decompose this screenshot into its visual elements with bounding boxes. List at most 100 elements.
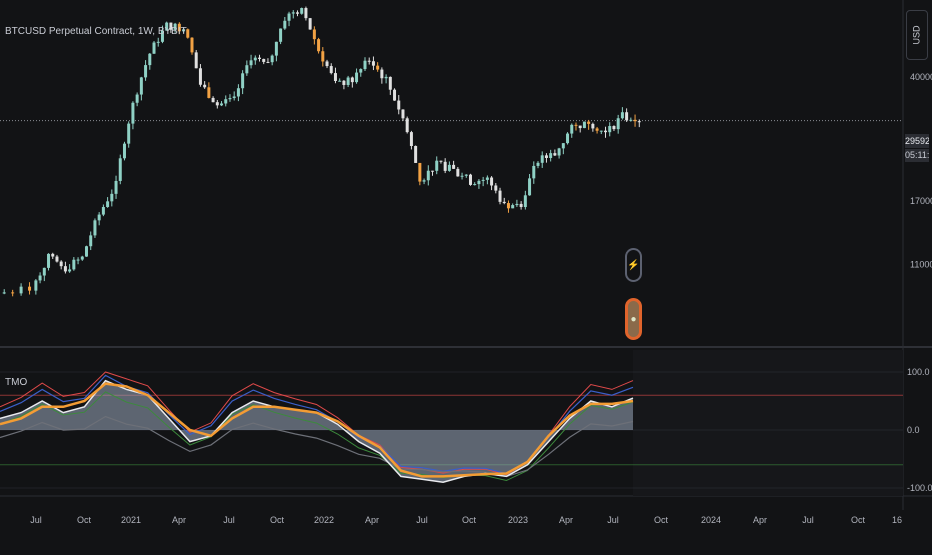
candle-body — [376, 65, 380, 70]
time-axis-label: Jul — [30, 515, 42, 525]
time-axis-label: Apr — [365, 515, 379, 525]
event-badge-icon[interactable]: ● — [625, 298, 642, 340]
candle-body — [574, 124, 578, 126]
candle-body — [485, 177, 489, 180]
candle-body — [93, 220, 97, 236]
time-axis-label: Apr — [753, 515, 767, 525]
candle-body — [38, 275, 42, 281]
candle-body — [397, 100, 401, 110]
candle-body — [34, 280, 38, 291]
time-axis-label: Oct — [654, 515, 669, 525]
candle-body — [258, 57, 262, 59]
oscillator-pane[interactable] — [0, 350, 903, 496]
candle-body — [561, 143, 565, 149]
candle-body — [329, 66, 333, 74]
candle-body — [490, 177, 494, 186]
time-axis-label: Jul — [802, 515, 814, 525]
candle-body — [194, 52, 198, 69]
candle-body — [350, 77, 354, 83]
time-axis-label: Jul — [607, 515, 619, 525]
candle-body — [68, 269, 72, 272]
candle-body — [131, 102, 135, 124]
candle-body — [55, 256, 59, 262]
future-region — [633, 350, 903, 496]
candle-body — [122, 143, 126, 159]
candle-body — [253, 57, 257, 61]
candle-body — [435, 160, 439, 171]
candle-body — [582, 121, 586, 129]
time-axis-label: Oct — [77, 515, 92, 525]
candle-body — [587, 121, 591, 124]
candle-body — [414, 145, 418, 163]
candle-body — [549, 153, 553, 158]
currency-button[interactable]: USD — [906, 10, 928, 60]
price-axis-label: 17000.0 — [910, 196, 932, 206]
indicator-label[interactable]: TMO — [5, 377, 28, 388]
price-pane[interactable] — [0, 6, 903, 297]
candle-body — [426, 170, 430, 181]
candle-body — [291, 12, 295, 14]
candle-body — [553, 153, 557, 156]
osc-signal-line — [0, 382, 634, 478]
candle-body — [570, 124, 574, 134]
candle-body — [355, 72, 359, 83]
candle-body — [135, 94, 139, 103]
candle-body — [544, 155, 548, 158]
candle-body — [418, 162, 422, 182]
candle-body — [139, 77, 143, 95]
candle-body — [270, 55, 274, 63]
candle-body — [477, 180, 481, 185]
candle-body — [468, 174, 472, 185]
current-price-badge: 29592.0 — [905, 134, 929, 148]
candle-body — [19, 286, 23, 294]
osc-axis-label: -100.0 — [907, 483, 932, 493]
time-axis-label: Jul — [223, 515, 235, 525]
candle-body — [266, 61, 270, 63]
candle-body — [481, 179, 485, 181]
candle-body — [473, 184, 477, 186]
candle-body — [220, 103, 224, 106]
candle-body — [566, 133, 570, 144]
candle-body — [405, 118, 409, 133]
candle-body — [557, 148, 561, 156]
candle-body — [308, 18, 312, 30]
lightning-bolt-icon[interactable]: ⚡ — [625, 248, 642, 282]
candle-body — [177, 23, 181, 32]
candle-body — [274, 41, 278, 56]
candle-body — [346, 77, 350, 85]
candle-body — [460, 175, 464, 177]
candle-body — [283, 20, 287, 29]
candle-body — [262, 58, 266, 62]
candle-body — [312, 29, 316, 40]
candle-body — [211, 97, 215, 103]
candle-body — [464, 174, 468, 176]
candle-body — [591, 123, 595, 129]
candle-body — [612, 126, 616, 130]
candle-body — [317, 39, 321, 52]
candle-body — [11, 292, 15, 294]
candle-body — [371, 61, 375, 66]
candle-body — [59, 261, 63, 267]
candle-body — [578, 125, 582, 129]
candle-body — [409, 132, 413, 146]
candle-body — [165, 22, 169, 31]
candle-body — [528, 178, 532, 196]
candle-body — [536, 162, 540, 166]
time-axis-label: 2021 — [121, 515, 141, 525]
candle-body — [359, 69, 363, 73]
candle-body — [85, 246, 89, 257]
candle-body — [190, 37, 194, 53]
candle-body — [633, 119, 637, 122]
candle-body — [515, 203, 519, 206]
candle-body — [506, 203, 510, 209]
time-axis-label: 2024 — [701, 515, 721, 525]
time-axis-label: Apr — [172, 515, 186, 525]
candle-body — [519, 203, 523, 208]
candle-body — [198, 68, 202, 85]
symbol-title[interactable]: BTCUSD Perpetual Contract, 1W, BYBIT — [5, 26, 187, 37]
time-axis-label: Oct — [270, 515, 285, 525]
candle-body — [42, 267, 46, 276]
candle-body — [616, 118, 620, 130]
